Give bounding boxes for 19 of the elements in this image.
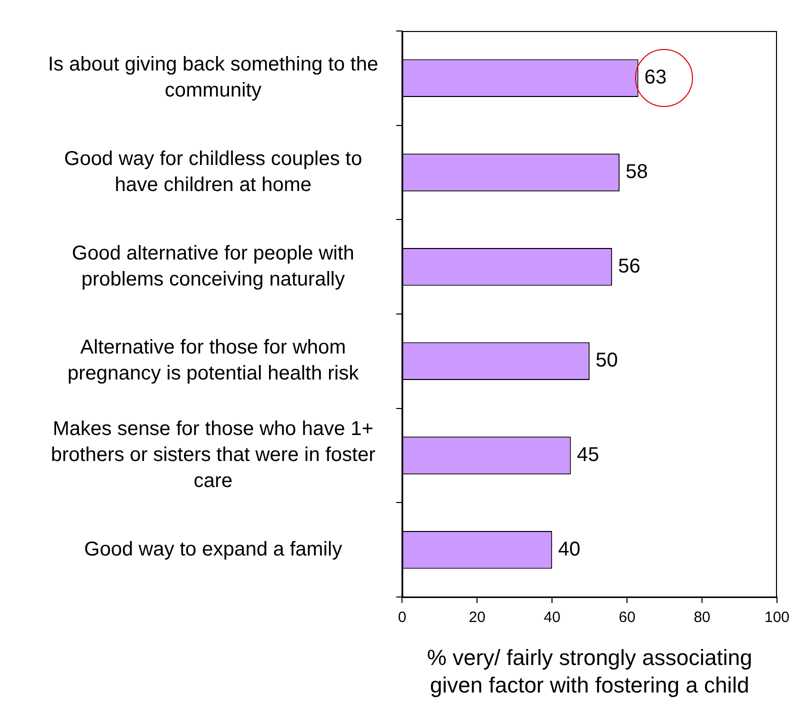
y-tick-label: Good way for childless couples to have children at home [64, 148, 362, 196]
x-tick-label: 20 [468, 609, 486, 626]
data-label: 40 [558, 538, 580, 560]
y-tick-label: Good way to expand a family [84, 538, 342, 560]
data-label: 45 [576, 444, 600, 466]
x-axis-title: % very/ fairly strongly associating given factor with fostering a child [426, 644, 752, 698]
x-tick-label: 60 [618, 609, 636, 626]
y-tick-label: Is about giving back something to the community [48, 54, 378, 102]
data-label: 58 [626, 161, 648, 184]
data-label: 63 [644, 66, 667, 89]
x-tick-label: 80 [694, 609, 710, 626]
data-label: 50 [596, 350, 618, 372]
x-tick-label: 0 [398, 609, 406, 626]
x-tick-label: 100 [764, 609, 790, 626]
x-tick-label: 40 [544, 609, 560, 626]
y-tick-label: Good alternative for people with problems conceiving naturally [72, 242, 354, 290]
y-tick-label: Alternative for those for whom pregnancy is potential health risk [67, 336, 360, 385]
y-tick-label: Makes sense for those who have 1+ brothers or sisters that were in foster care [50, 418, 376, 492]
data-label: 56 [618, 255, 640, 278]
